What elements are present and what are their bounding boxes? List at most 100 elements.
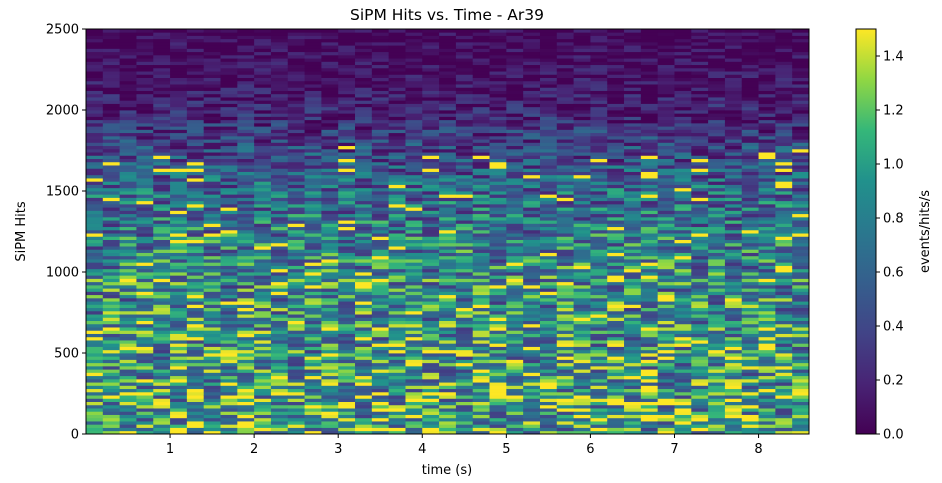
heatmap-cell <box>556 408 574 412</box>
heatmap-cell <box>624 174 642 179</box>
heatmap-cell <box>153 268 171 273</box>
heatmap-cell <box>371 262 390 266</box>
heatmap-cell <box>657 87 675 91</box>
heatmap-cell <box>539 142 558 147</box>
heatmap-cell <box>254 187 272 192</box>
heatmap-cell <box>590 349 608 354</box>
heatmap-cell <box>489 353 507 357</box>
heatmap-cell <box>287 242 305 247</box>
heatmap-cell <box>472 139 490 143</box>
heatmap-cell <box>422 77 440 82</box>
heatmap-cell <box>405 255 423 260</box>
heatmap-cell <box>119 404 137 409</box>
heatmap-cell <box>304 242 322 247</box>
heatmap-cell <box>422 178 440 182</box>
heatmap-cell <box>388 356 406 360</box>
heatmap-cell <box>270 74 289 78</box>
heatmap-cell <box>220 291 238 296</box>
heatmap-cell <box>674 259 692 263</box>
heatmap-cell <box>321 54 339 59</box>
heatmap-cell <box>287 369 305 373</box>
heatmap-cell <box>506 29 524 33</box>
heatmap-cell <box>657 38 675 43</box>
heatmap-cell <box>708 87 726 91</box>
heatmap-cell <box>270 93 289 98</box>
heatmap-cell <box>724 168 743 172</box>
heatmap-cell <box>590 152 608 156</box>
heatmap-cell <box>102 255 121 260</box>
heatmap-cell <box>186 398 205 402</box>
heatmap-cell <box>220 210 238 215</box>
heatmap-cell <box>741 343 759 347</box>
heatmap-cell <box>523 178 541 182</box>
heatmap-cell <box>455 398 474 402</box>
heatmap-cell <box>338 77 356 82</box>
heatmap-cell <box>523 132 541 137</box>
heatmap-cell <box>523 395 541 399</box>
heatmap-cell <box>539 242 558 247</box>
heatmap-cell <box>220 93 238 98</box>
heatmap-cell <box>523 45 541 49</box>
heatmap-cell <box>523 272 541 276</box>
heatmap-cell <box>657 414 675 419</box>
heatmap-cell <box>254 113 272 117</box>
heatmap-cell <box>304 152 322 156</box>
heatmap-cell <box>640 340 659 344</box>
heatmap-cell <box>102 417 121 422</box>
heatmap-cell <box>724 200 743 205</box>
heatmap-cell <box>657 197 675 202</box>
heatmap-cell <box>153 71 171 75</box>
heatmap-cell <box>304 388 322 393</box>
heatmap-cell <box>102 161 121 166</box>
heatmap-cell <box>607 378 625 383</box>
heatmap-cell <box>422 294 440 299</box>
heatmap-cell <box>708 80 726 85</box>
heatmap-cell <box>254 268 272 273</box>
heatmap-cell <box>590 327 608 331</box>
heatmap-cell <box>674 294 692 299</box>
heatmap-cell <box>724 310 743 315</box>
heatmap-cell <box>472 61 490 66</box>
heatmap-cell <box>388 249 406 253</box>
heatmap-cell <box>539 126 558 130</box>
heatmap-cell <box>86 139 104 143</box>
heatmap-cell <box>287 378 305 383</box>
heatmap-cell <box>523 310 541 315</box>
heatmap-cell <box>556 139 574 143</box>
heatmap-cell <box>287 113 305 117</box>
heatmap-cell <box>556 58 574 62</box>
heatmap-cell <box>691 67 709 72</box>
heatmap-cell <box>119 61 137 66</box>
heatmap-cell <box>405 297 423 302</box>
heatmap-cell <box>119 236 137 240</box>
heatmap-cell <box>506 427 524 432</box>
heatmap-cell <box>338 54 356 59</box>
heatmap-cell <box>724 191 743 195</box>
heatmap-cell <box>321 152 339 156</box>
heatmap-cell <box>287 255 305 260</box>
heatmap-cell <box>455 327 474 331</box>
heatmap-cell <box>455 207 474 211</box>
heatmap-cell <box>472 388 490 393</box>
heatmap-cell <box>691 152 709 156</box>
heatmap-cell <box>489 38 507 43</box>
heatmap-cell <box>86 93 104 98</box>
heatmap-cell <box>573 103 591 108</box>
heatmap-cell <box>741 171 759 176</box>
heatmap-cell <box>237 417 255 422</box>
heatmap-cell <box>220 113 238 117</box>
heatmap-cell <box>102 132 121 137</box>
heatmap-cell <box>388 184 406 189</box>
heatmap-cell <box>86 317 104 321</box>
heatmap-cell <box>86 246 104 250</box>
heatmap-cell <box>422 126 440 130</box>
heatmap-cell <box>439 320 457 325</box>
heatmap-cell <box>523 427 541 432</box>
heatmap-cell <box>691 301 709 305</box>
heatmap-cell <box>556 330 574 334</box>
heatmap-cell <box>539 97 558 101</box>
heatmap-cell <box>203 100 221 104</box>
heatmap-cell <box>170 38 188 43</box>
heatmap-cell <box>472 265 490 270</box>
heatmap-cell <box>119 401 137 406</box>
